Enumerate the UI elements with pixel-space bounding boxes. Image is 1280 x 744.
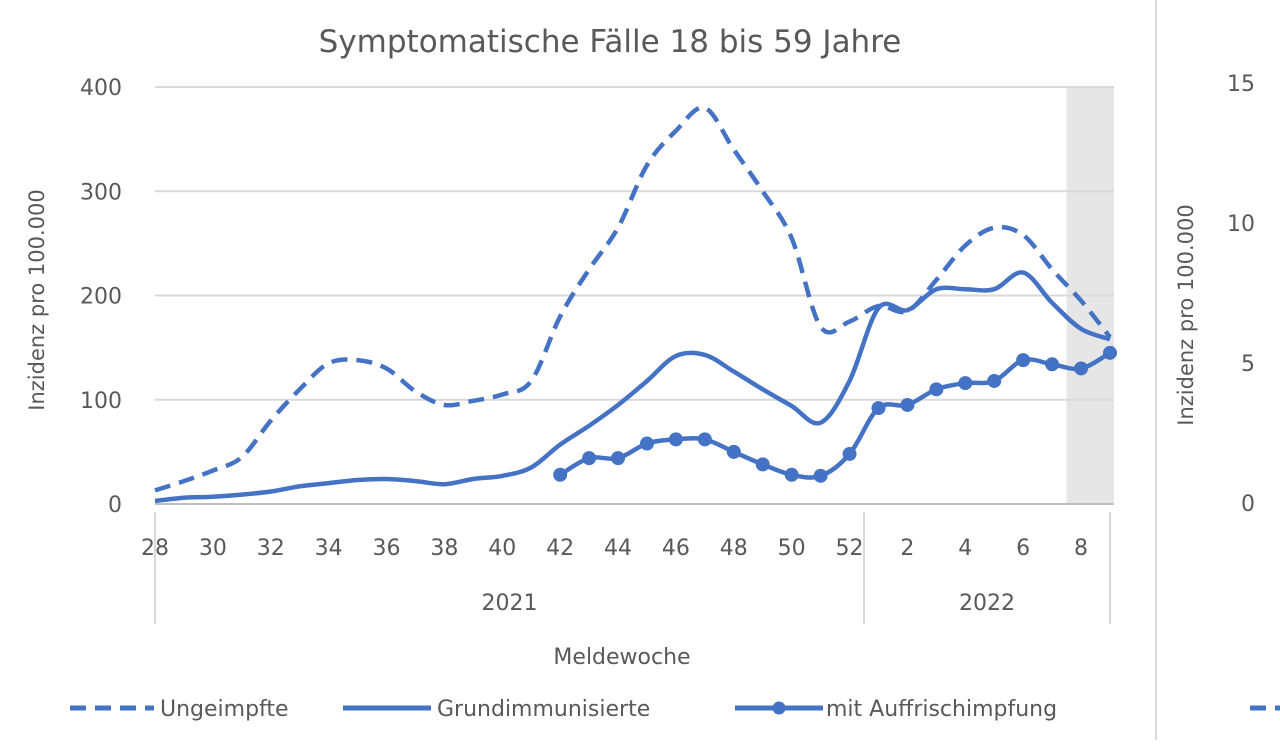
series-marker <box>900 397 915 412</box>
series-marker <box>1016 353 1031 368</box>
chart-title: Symptomatische Fälle 18 bis 59 Jahre <box>319 24 902 60</box>
series-marker <box>871 401 886 416</box>
chart2-y-axis-label: Inzidenz pro 100.000 <box>1174 204 1198 425</box>
x-tick-label: 34 <box>315 536 343 561</box>
series-line-ungeimpfte <box>154 105 1112 493</box>
x-tick-label: 32 <box>257 536 285 561</box>
series-marker <box>668 432 683 447</box>
x-tick-label: 38 <box>430 536 458 561</box>
chart2-y-tick-label: 5 <box>1241 352 1255 377</box>
y-tick-label: 400 <box>80 76 122 101</box>
series-marker <box>726 444 741 459</box>
legend-label: Grundimmunisierte <box>437 697 650 722</box>
series-marker <box>553 467 568 482</box>
chart-second-partial: 0 5 10 15 Inzidenz pro 100.000 <box>1155 0 1280 740</box>
y-tick-label: 0 <box>108 493 122 518</box>
series-marker <box>987 373 1002 388</box>
chart2-svg: 0 5 10 15 Inzidenz pro 100.000 <box>1174 72 1280 711</box>
series-marker <box>958 376 973 391</box>
x-tick-label: 52 <box>836 536 864 561</box>
legend-label: mit Auffrischimpfung <box>826 697 1057 722</box>
x-tick-label: 36 <box>373 536 401 561</box>
x-tick-label: 8 <box>1074 536 1088 561</box>
y-axis-label: Inzidenz pro 100.000 <box>25 189 49 410</box>
y-tick-label: 300 <box>80 180 122 205</box>
x-tick-label: 42 <box>546 536 574 561</box>
series-line-mit-auffrischimpfung <box>559 350 1112 480</box>
series-marker <box>1045 357 1060 372</box>
series-marker <box>755 457 770 472</box>
legend-marker <box>772 701 786 715</box>
year-label: 2021 <box>482 591 538 616</box>
y-tick-label: 200 <box>80 285 122 310</box>
chart-divider <box>1155 0 1157 740</box>
legend-label: Ungeimpfte <box>160 697 289 722</box>
series-marker <box>1074 361 1089 376</box>
series-marker <box>813 468 828 483</box>
chart2-y-tick-label: 10 <box>1227 212 1255 237</box>
x-tick-label: 46 <box>662 536 690 561</box>
x-tick-label: 2 <box>900 536 914 561</box>
chart2-y-tick-label: 15 <box>1227 72 1255 97</box>
series-marker <box>582 451 597 466</box>
series-marker <box>697 432 712 447</box>
series-line-grundimmunisierte <box>154 270 1111 504</box>
x-axis-label: Meldewoche <box>553 645 690 670</box>
x-tick-label: 6 <box>1016 536 1030 561</box>
series-marker <box>929 382 944 397</box>
x-tick-label: 48 <box>720 536 748 561</box>
chart2-y-tick-label: 0 <box>1241 492 1255 517</box>
y-tick-label: 100 <box>80 389 122 414</box>
x-tick-label: 40 <box>488 536 516 561</box>
x-tick-label: 50 <box>778 536 806 561</box>
series-marker <box>639 436 654 451</box>
chart-symptomatische-faelle: 0 100 200 300 400 28 30 32 34 36 38 40 42 44 46 48 50 52… <box>25 24 1117 722</box>
year-label: 2022 <box>959 591 1015 616</box>
series-marker <box>784 467 799 482</box>
series-marker <box>842 446 857 461</box>
x-tick-label: 30 <box>199 536 227 561</box>
legend: Ungeimpfte Grundimmunisierte mit Auffrisch… <box>70 697 1057 722</box>
x-tick-label: 4 <box>958 536 972 561</box>
series-marker <box>611 451 626 466</box>
x-tick-label: 44 <box>604 536 632 561</box>
series-marker <box>1103 345 1117 360</box>
